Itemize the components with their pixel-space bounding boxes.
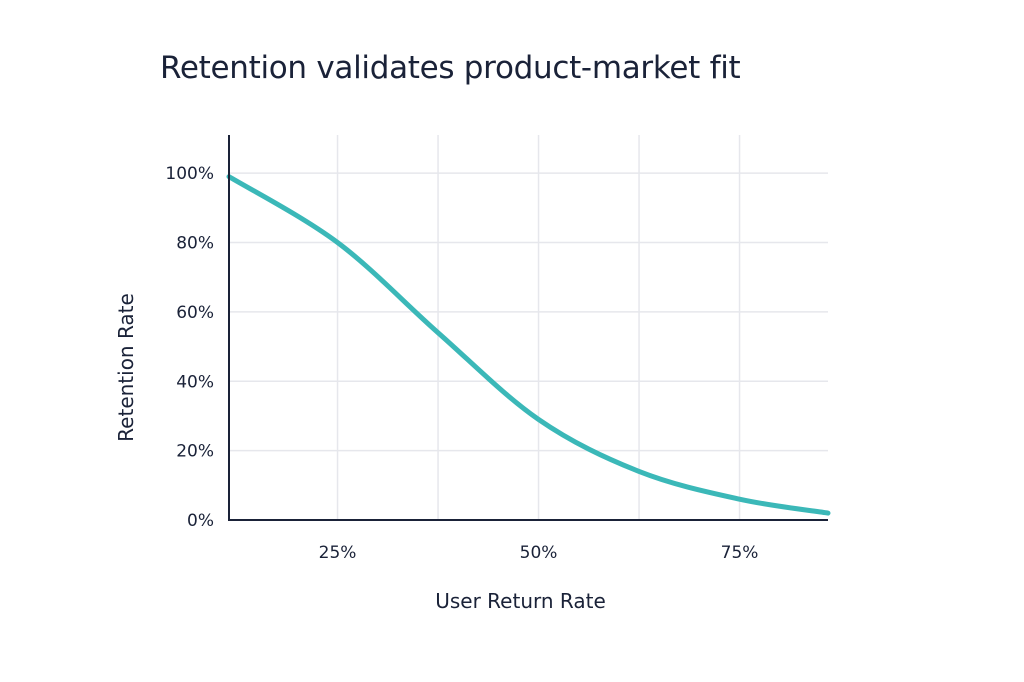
y-tick-label: 80% bbox=[176, 234, 214, 254]
x-tick-label: 75% bbox=[721, 543, 759, 563]
y-tick-label: 100% bbox=[165, 164, 214, 184]
y-tick-label: 20% bbox=[176, 442, 214, 462]
y-tick-label: 0% bbox=[187, 511, 214, 531]
y-tick-label: 60% bbox=[176, 303, 214, 323]
x-tick-label: 25% bbox=[319, 543, 357, 563]
chart-title: Retention validates product-market fit bbox=[160, 50, 741, 86]
series-line-retention bbox=[226, 174, 831, 516]
x-axis-label: User Return Rate bbox=[435, 589, 606, 613]
x-tick-label: 50% bbox=[520, 543, 558, 563]
y-axis-label: Retention Rate bbox=[114, 293, 138, 442]
y-tick-label: 40% bbox=[176, 372, 214, 392]
